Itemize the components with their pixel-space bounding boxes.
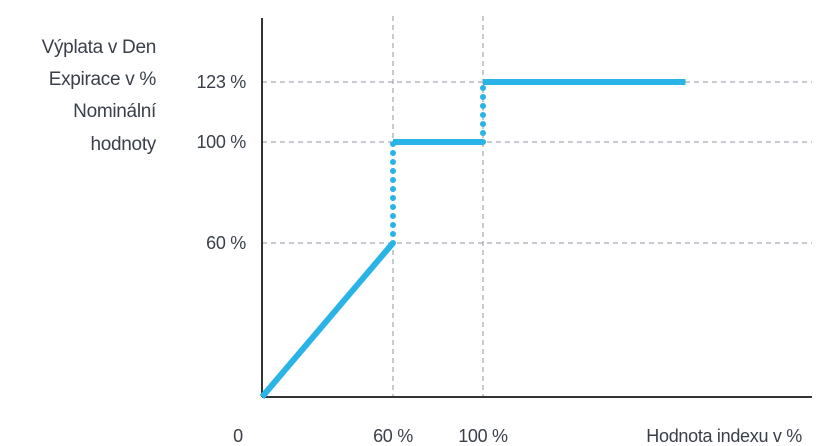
y-tick-label: 100 % xyxy=(196,132,246,152)
origin-label: 0 xyxy=(233,426,243,446)
x-tick-label: 100 % xyxy=(458,426,508,446)
x-tick-label: 60 % xyxy=(373,426,413,446)
payoff-segment-solid xyxy=(259,241,396,399)
y-axis-label-line-2: Expirace v % xyxy=(48,69,157,90)
tick-labels: 60 % 100 % 60 % 100 % 123 % xyxy=(196,72,508,446)
y-axis-label-line-1: Výplata v Den xyxy=(41,37,157,58)
axes xyxy=(261,18,812,398)
x-axis-label: Hodnota indexu v % xyxy=(646,426,802,446)
y-axis-label-line-4: hodnoty xyxy=(90,134,156,155)
y-tick-label: 123 % xyxy=(196,72,246,92)
payoff-series xyxy=(259,79,686,399)
y-tick-label: 60 % xyxy=(206,233,246,253)
grid-lines xyxy=(262,16,812,397)
y-axis-label-line-3: Nominální xyxy=(73,101,156,122)
